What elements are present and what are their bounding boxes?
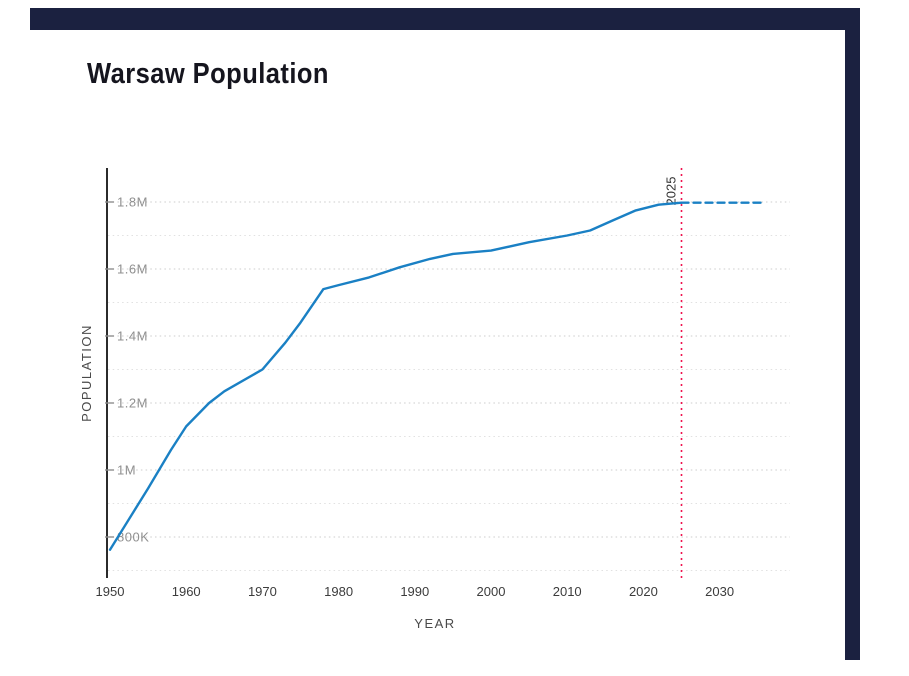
y-tick-label: 1M [117,463,136,478]
y-tick-label: 1.2M [117,396,148,411]
x-tick-label: 1990 [400,584,429,599]
x-tick-label: 2010 [553,584,582,599]
annotation-vline-label: 2025 [664,177,679,206]
x-tick-label: 1960 [172,584,201,599]
y-tick-label: 800K [117,530,149,545]
y-tick-label: 1.4M [117,329,148,344]
chart-title: Warsaw Population [87,58,329,90]
historical-line [108,201,683,551]
x-tick-label: 1950 [96,584,125,599]
x-tick-label: 1970 [248,584,277,599]
x-axis-title: YEAR [414,616,455,631]
y-tick-label: 1.6M [117,262,148,277]
x-tick-label: 2030 [705,584,734,599]
x-tick-label: 1980 [324,584,353,599]
chart-card [30,30,845,660]
y-tick-label: 1.8M [117,195,148,210]
y-axis-title: POPULATION [79,324,94,422]
x-tick-label: 2000 [477,584,506,599]
x-tick-label: 2020 [629,584,658,599]
